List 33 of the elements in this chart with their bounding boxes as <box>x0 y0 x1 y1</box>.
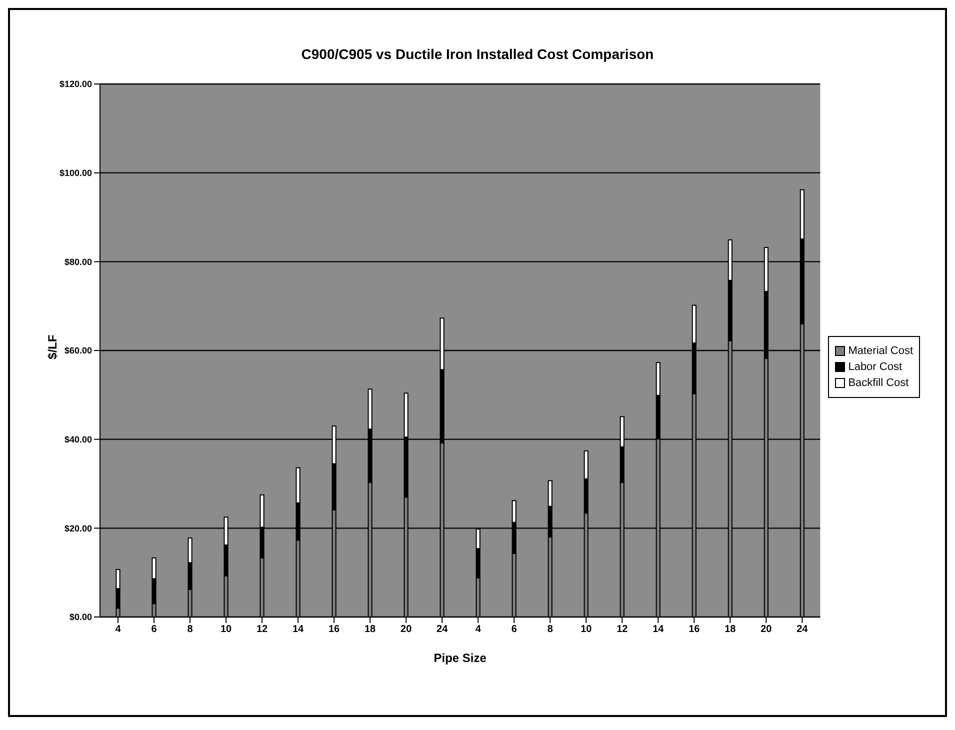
legend-label: Material Cost <box>848 345 913 357</box>
y-tick-label: $0.00 <box>69 612 92 622</box>
x-axis-title: Pipe Size <box>434 651 487 665</box>
x-tick-label: 6 <box>151 624 158 636</box>
x-tick-label: 16 <box>688 624 700 636</box>
x-tick-label: 12 <box>616 624 628 636</box>
x-tick-label: 8 <box>547 624 554 636</box>
legend-label: Labor Cost <box>848 361 902 373</box>
x-tick-label: 20 <box>400 624 412 636</box>
y-axis-title: $/LF <box>45 334 60 360</box>
x-tick-label: 18 <box>724 624 736 636</box>
x-tick-label: 6 <box>511 624 518 636</box>
x-tick-label: 12 <box>256 624 268 636</box>
x-tick-label: 24 <box>796 624 808 636</box>
x-tick-label: 10 <box>580 624 592 636</box>
y-tick-label: $60.00 <box>64 346 92 356</box>
x-tick-label: 20 <box>760 624 772 636</box>
x-tick-label: 24 <box>436 624 448 636</box>
x-tick-label: 4 <box>115 624 122 636</box>
x-tick-label: 8 <box>187 624 194 636</box>
x-tick-label: 16 <box>328 624 340 636</box>
x-tick-label: 18 <box>364 624 376 636</box>
legend-label: Backfill Cost <box>848 377 909 389</box>
x-tick-label: 14 <box>652 624 664 636</box>
x-tick-label: 14 <box>292 624 304 636</box>
x-tick-label: 10 <box>220 624 232 636</box>
y-tick-label: $120.00 <box>59 79 92 90</box>
y-tick-label: $40.00 <box>64 434 92 445</box>
y-tick-label: $80.00 <box>64 256 92 267</box>
y-tick-label: $100.00 <box>59 168 92 178</box>
chart-title: C900/C905 vs Ductile Iron Installed Cost Comparison <box>300 46 655 62</box>
x-tick-label: 4 <box>475 624 482 636</box>
y-tick-label: $20.00 <box>64 523 92 534</box>
